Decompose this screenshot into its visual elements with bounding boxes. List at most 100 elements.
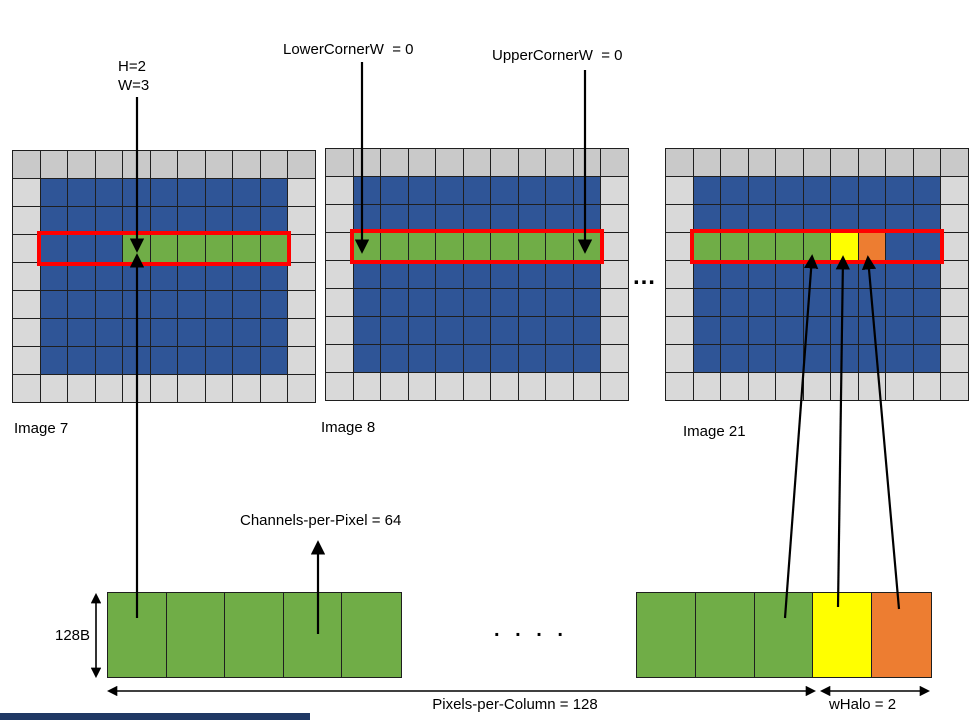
- grid-cell: [573, 261, 600, 288]
- grid-cell: [721, 177, 748, 204]
- grid-cell: [693, 233, 720, 260]
- grid-cell: [260, 291, 287, 318]
- grid-cell: [721, 289, 748, 316]
- grid-cell: [381, 205, 408, 232]
- grid-cell: [353, 149, 380, 176]
- grid-cell: [491, 289, 518, 316]
- grid-cell: [381, 233, 408, 260]
- grid-cell: [68, 207, 95, 234]
- grid-cell: [13, 291, 40, 318]
- grid-cell: [941, 233, 968, 260]
- grid-cell: [40, 375, 67, 402]
- grid-cell: [150, 319, 177, 346]
- grid-cell: [260, 319, 287, 346]
- grid-cell: [68, 151, 95, 178]
- grid-cell: [518, 317, 545, 344]
- grid-cell: [721, 345, 748, 372]
- grid-cell: [353, 177, 380, 204]
- grid-cell: [205, 151, 232, 178]
- grid-cell: [178, 319, 205, 346]
- grid-cell: [491, 261, 518, 288]
- grid-cell: [381, 373, 408, 400]
- grid-cell: [518, 149, 545, 176]
- grid-cell: [326, 345, 353, 372]
- memory-cell-green: [754, 593, 814, 677]
- grid-cell: [205, 375, 232, 402]
- grid-cell: [205, 319, 232, 346]
- grid-cell: [601, 205, 628, 232]
- grid-cell: [233, 207, 260, 234]
- grid-cell: [721, 261, 748, 288]
- grid-cell: [803, 317, 830, 344]
- grid-cell: [693, 289, 720, 316]
- grid-cell: [381, 289, 408, 316]
- memory-bar-2: [636, 592, 932, 678]
- grid-cell: [288, 263, 315, 290]
- grid-cell: [40, 151, 67, 178]
- grid-cell: [886, 289, 913, 316]
- grid-cell: [326, 317, 353, 344]
- grid-cell: [776, 345, 803, 372]
- grid-cell: [150, 263, 177, 290]
- grid-cell: [666, 345, 693, 372]
- grid-cell: [463, 205, 490, 232]
- grid-cell: [693, 345, 720, 372]
- grid-cell: [463, 149, 490, 176]
- grid-cell: [913, 149, 940, 176]
- grid-cell: [803, 289, 830, 316]
- grid-cell: [803, 177, 830, 204]
- grid-cell: [353, 345, 380, 372]
- grid-cell: [353, 205, 380, 232]
- grid-cell: [408, 317, 435, 344]
- grid-cell: [573, 205, 600, 232]
- grid-cell: [233, 319, 260, 346]
- kernel-w-label: W=3: [118, 76, 150, 94]
- grid-cell: [123, 179, 150, 206]
- grid-cell: [68, 291, 95, 318]
- grid-cell: [205, 347, 232, 374]
- grid-cell: [178, 235, 205, 262]
- grid-cell: [13, 347, 40, 374]
- grid-cell: [233, 179, 260, 206]
- grid-cell: [436, 373, 463, 400]
- grid-cell: [886, 149, 913, 176]
- grid-cell: [288, 291, 315, 318]
- grid-cell: [381, 345, 408, 372]
- grid-cell: [95, 263, 122, 290]
- grid-cell: [776, 205, 803, 232]
- grid-cell: [666, 149, 693, 176]
- grid-cell: [491, 345, 518, 372]
- grid-cell: [95, 291, 122, 318]
- grid-cell: [95, 375, 122, 402]
- grid-cell: [408, 373, 435, 400]
- grid-cell: [858, 345, 885, 372]
- grid-cell: [776, 317, 803, 344]
- grid-cell: [150, 347, 177, 374]
- grid-cell: [463, 233, 490, 260]
- grid-cell: [95, 347, 122, 374]
- grids-ellipsis: …: [632, 263, 657, 290]
- grid-cell: [288, 151, 315, 178]
- grid-cell: [518, 373, 545, 400]
- grid-cell: [491, 205, 518, 232]
- grid-cell: [858, 289, 885, 316]
- grid-cell: [408, 289, 435, 316]
- grid-cell: [776, 149, 803, 176]
- grid-cell: [573, 317, 600, 344]
- grid-cell: [40, 291, 67, 318]
- grid-cell: [13, 319, 40, 346]
- grid-cell: [776, 233, 803, 260]
- grid-cell: [233, 151, 260, 178]
- grid-cell: [601, 345, 628, 372]
- grid-cell: [776, 289, 803, 316]
- grid-cell: [408, 205, 435, 232]
- grid-cell: [326, 177, 353, 204]
- grid-cell: [693, 373, 720, 400]
- bytes-label: 128B: [55, 627, 91, 644]
- grid-cell: [205, 207, 232, 234]
- grid-cell: [573, 289, 600, 316]
- grid-cell: [831, 317, 858, 344]
- grid-cell: [941, 149, 968, 176]
- grid-cell: [326, 261, 353, 288]
- image-grid-2: [325, 148, 629, 401]
